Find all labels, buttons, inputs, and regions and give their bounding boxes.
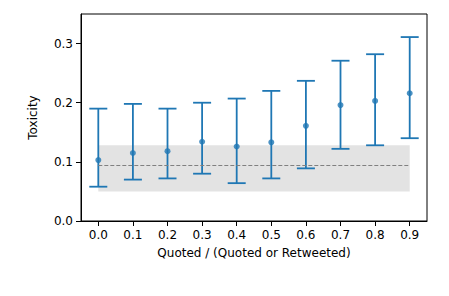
svg-text:0.3: 0.3	[54, 37, 73, 51]
svg-text:0.1: 0.1	[123, 228, 142, 242]
svg-text:0.5: 0.5	[262, 228, 281, 242]
svg-text:0.3: 0.3	[193, 228, 212, 242]
svg-text:0.8: 0.8	[366, 228, 385, 242]
svg-text:0.6: 0.6	[296, 228, 315, 242]
svg-text:Quoted / (Quoted or Retweeted): Quoted / (Quoted or Retweeted)	[157, 246, 350, 260]
svg-text:0.0: 0.0	[54, 214, 73, 228]
svg-text:0.0: 0.0	[89, 228, 108, 242]
svg-text:0.1: 0.1	[54, 155, 73, 169]
svg-text:0.2: 0.2	[158, 228, 177, 242]
svg-text:0.2: 0.2	[54, 96, 73, 110]
svg-text:0.4: 0.4	[227, 228, 246, 242]
svg-text:0.7: 0.7	[331, 228, 350, 242]
svg-text:0.9: 0.9	[400, 228, 419, 242]
svg-text:Toxicity: Toxicity	[26, 95, 40, 140]
